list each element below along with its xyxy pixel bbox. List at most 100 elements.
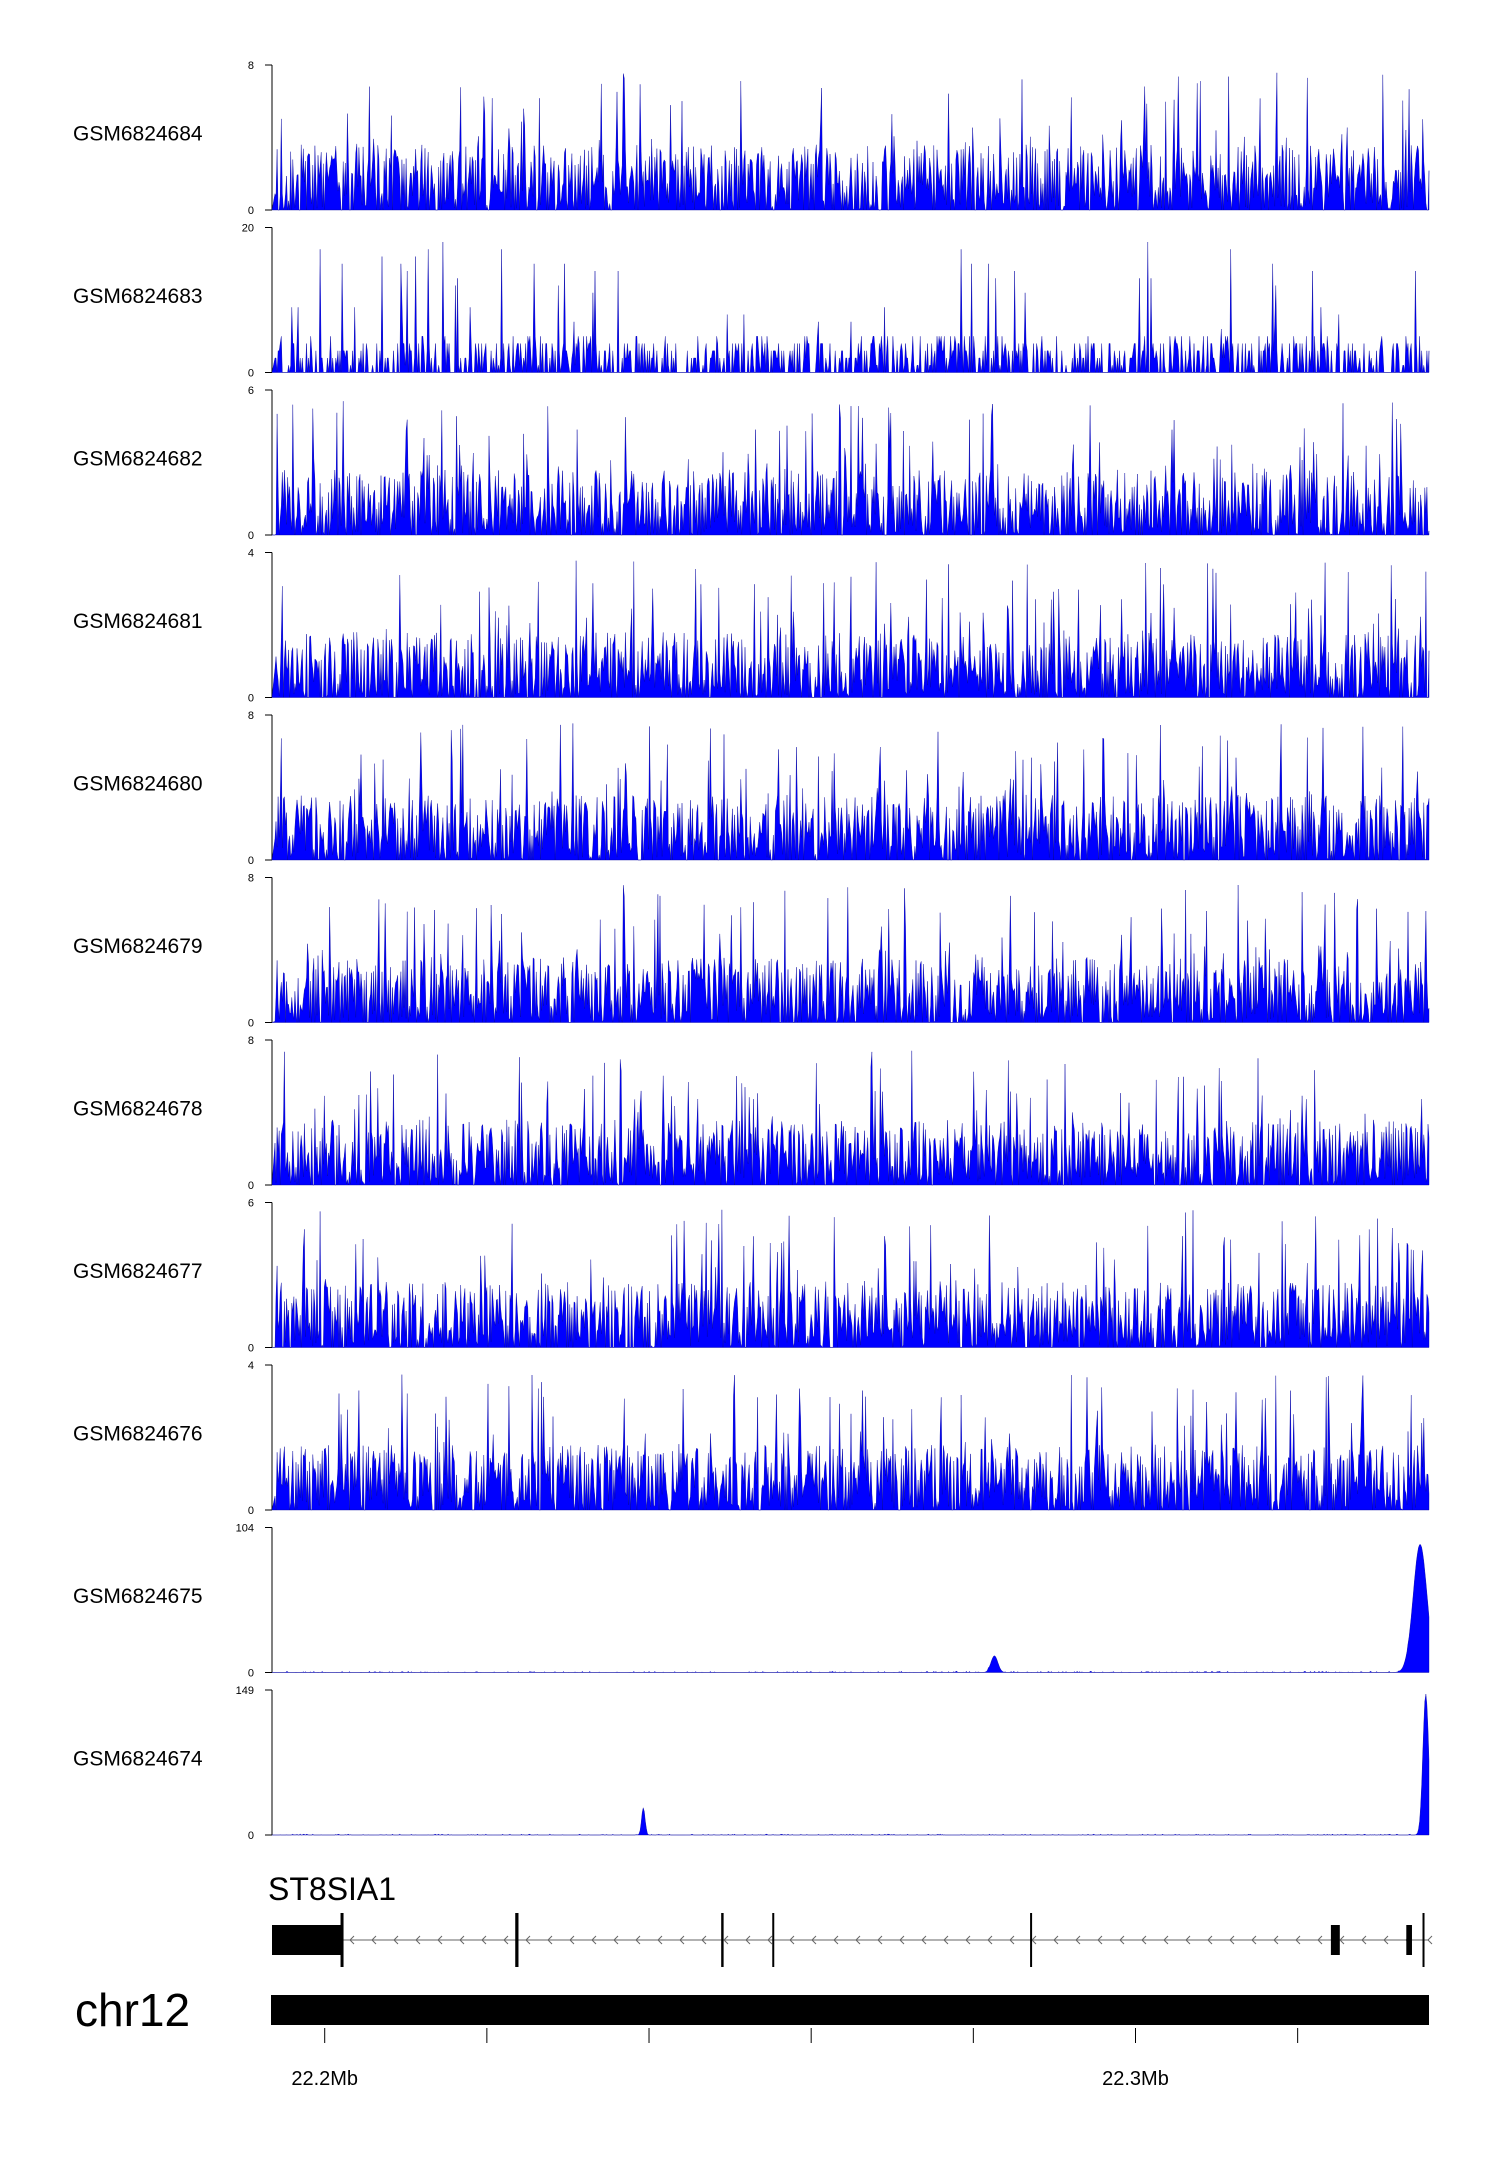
strand-arrow — [371, 1935, 377, 1945]
y-axis-max-label: 6 — [248, 1198, 254, 1210]
x-axis-tick-label: 22.2Mb — [291, 2068, 358, 2090]
strand-arrow — [459, 1935, 465, 1945]
chromosome-bar — [271, 1995, 1429, 2025]
y-axis-min-label: 0 — [248, 1830, 254, 1842]
signal-tracks: GSM682468480GSM6824683200GSM682468260GSM… — [73, 60, 1430, 1842]
track-label: GSM6824684 — [73, 122, 203, 145]
chromosome-track: chr12 — [75, 1984, 1429, 2036]
strand-arrow — [1229, 1935, 1235, 1945]
track-label: GSM6824679 — [73, 935, 203, 958]
strand-arrow — [1317, 1935, 1323, 1945]
track-label: GSM6824677 — [73, 1260, 203, 1283]
track-GSM6824681: GSM6824681 4 0 — [73, 548, 1430, 705]
strand-arrow — [569, 1935, 575, 1945]
strand-arrow — [1295, 1935, 1301, 1945]
y-axis-max-label: 4 — [248, 548, 254, 560]
x-axis-tick-label: 22.3Mb — [1102, 2068, 1169, 2090]
track-GSM6824675: GSM6824675 104 0 — [73, 1523, 1430, 1680]
strand-arrow — [503, 1935, 509, 1945]
signal-area — [271, 241, 1430, 373]
strand-arrow — [1251, 1935, 1257, 1945]
y-axis-max-label: 8 — [248, 710, 254, 722]
exon — [515, 1913, 519, 1967]
strand-arrow — [723, 1935, 729, 1945]
strand-arrow — [547, 1935, 553, 1945]
gene-name-label: ST8SIA1 — [268, 1871, 396, 1907]
strand-arrow — [811, 1935, 817, 1945]
track-GSM6824676: GSM6824676 4 0 — [73, 1360, 1430, 1517]
strand-arrow — [1185, 1935, 1191, 1945]
y-axis-max-label: 8 — [248, 873, 254, 885]
signal-area — [272, 1209, 1430, 1349]
exon — [1330, 1925, 1340, 1955]
track-label: GSM6824682 — [73, 447, 203, 470]
track-label: GSM6824674 — [73, 1747, 203, 1770]
track-label: GSM6824678 — [73, 1097, 203, 1120]
strand-arrow — [591, 1935, 597, 1945]
signal-area — [272, 1544, 1430, 1673]
strand-arrow — [1119, 1935, 1125, 1945]
signal-area — [271, 884, 1430, 1024]
strand-arrow — [679, 1935, 685, 1945]
signal-area — [271, 723, 1430, 861]
strand-arrow — [1075, 1935, 1081, 1945]
signal-area — [271, 1050, 1430, 1186]
strand-arrow — [701, 1935, 707, 1945]
y-axis-min-label: 0 — [248, 205, 254, 217]
y-axis-min-label: 0 — [248, 1018, 254, 1030]
track-GSM6824674: GSM6824674 149 0 — [73, 1685, 1430, 1842]
track-GSM6824683: GSM6824683 20 0 — [73, 223, 1430, 380]
strand-arrow — [921, 1935, 927, 1945]
y-axis-min-label: 0 — [248, 1180, 254, 1192]
track-GSM6824678: GSM6824678 8 0 — [73, 1035, 1430, 1192]
track-GSM6824684: GSM6824684 8 0 — [73, 60, 1430, 217]
strand-arrow — [1383, 1935, 1389, 1945]
strand-arrow — [349, 1935, 355, 1945]
strand-arrow — [899, 1935, 905, 1945]
strand-arrow — [833, 1935, 839, 1945]
strand-arrow — [1361, 1935, 1367, 1945]
strand-arrow — [745, 1935, 751, 1945]
y-axis-max-label: 8 — [248, 1035, 254, 1047]
signal-area — [271, 1374, 1430, 1511]
strand-arrow — [789, 1935, 795, 1945]
track-label: GSM6824676 — [73, 1422, 203, 1445]
strand-arrow — [943, 1935, 949, 1945]
genome-axis: 22.2Mb 22.3Mb — [291, 2028, 1299, 2090]
y-axis-min-label: 0 — [248, 1505, 254, 1517]
y-axis-min-label: 0 — [248, 855, 254, 867]
y-axis-min-label: 0 — [248, 530, 254, 542]
signal-area — [271, 72, 1430, 211]
strand-arrow — [1339, 1935, 1345, 1945]
strand-arrow — [1207, 1935, 1213, 1945]
strand-arrow — [767, 1935, 773, 1945]
strand-arrow — [1427, 1935, 1433, 1945]
gene-track: ST8SIA1 — [268, 1871, 1433, 1967]
strand-arrow — [525, 1935, 531, 1945]
track-GSM6824679: GSM6824679 8 0 — [73, 873, 1430, 1030]
exon — [721, 1913, 724, 1967]
y-axis-min-label: 0 — [248, 368, 254, 380]
y-axis-min-label: 0 — [248, 1668, 254, 1680]
signal-area — [272, 401, 1430, 536]
exon — [272, 1925, 343, 1955]
signal-area — [271, 560, 1430, 699]
track-GSM6824680: GSM6824680 8 0 — [73, 710, 1430, 867]
track-label: GSM6824680 — [73, 772, 203, 795]
strand-arrow — [855, 1935, 861, 1945]
strand-arrow — [613, 1935, 619, 1945]
signal-area — [272, 1693, 1430, 1836]
strand-arrow — [415, 1935, 421, 1945]
strand-arrow — [877, 1935, 883, 1945]
exon — [1422, 1913, 1425, 1967]
y-axis-min-label: 0 — [248, 1343, 254, 1355]
track-GSM6824682: GSM6824682 6 0 — [73, 385, 1430, 542]
strand-arrow — [1009, 1935, 1015, 1945]
chromosome-label: chr12 — [75, 1984, 190, 2036]
strand-arrow — [1273, 1935, 1279, 1945]
strand-arrow — [1053, 1935, 1059, 1945]
y-axis-max-label: 104 — [236, 1523, 254, 1535]
track-GSM6824677: GSM6824677 6 0 — [73, 1198, 1430, 1355]
strand-arrow — [1163, 1935, 1169, 1945]
